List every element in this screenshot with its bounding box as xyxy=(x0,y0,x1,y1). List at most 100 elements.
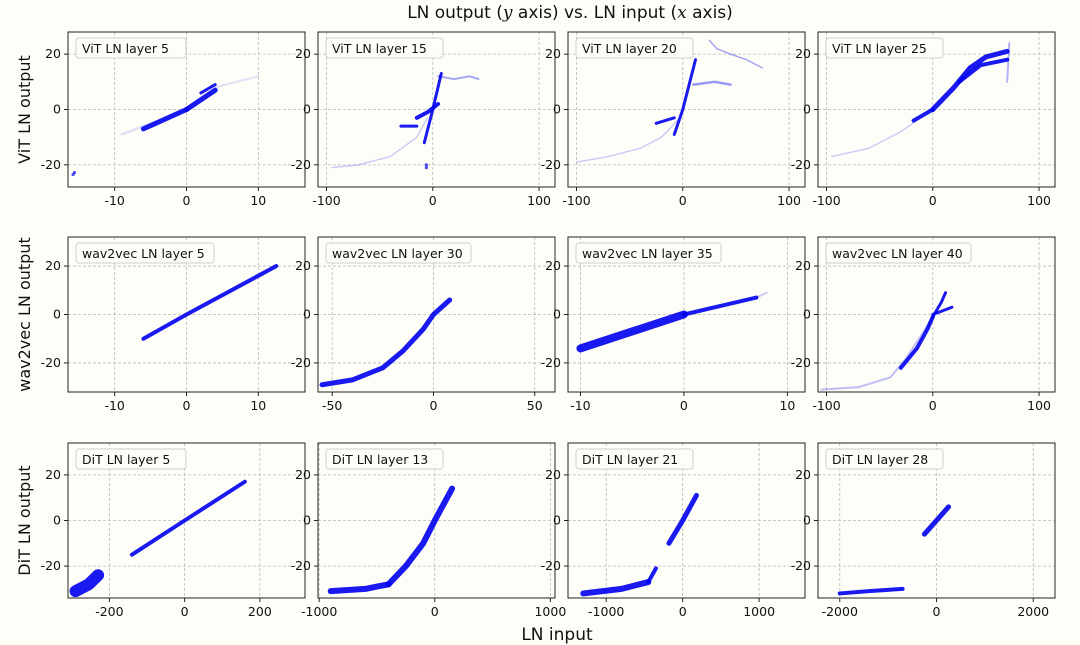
scatter-point xyxy=(72,171,77,175)
x-tick-label: 50 xyxy=(527,398,543,413)
y-tick-label: -20 xyxy=(541,355,561,370)
scatter-cluster-2 xyxy=(666,492,699,546)
y-tick-label: -20 xyxy=(791,558,811,573)
x-tick-label: 100 xyxy=(1027,193,1051,208)
panel-title: DiT LN layer 28 xyxy=(832,452,928,467)
x-tick-label: 0 xyxy=(429,193,437,208)
subplot-vit-0-1: -100 0 100 -20 0 20 ViT LN layer 15 xyxy=(291,31,556,208)
y-tick-label: 0 xyxy=(553,307,561,322)
subplot-vit-0-0: -10 0 10 -20 0 20 ViT LN layer 5 ViT LN output xyxy=(15,31,306,208)
subplot-vit-0-2: -100 0 100 -20 0 20 ViT LN layer 20 xyxy=(541,31,806,208)
y-axis-label: DiT LN output xyxy=(15,465,34,575)
y-tick-label: -20 xyxy=(541,558,561,573)
scatter-cluster-1 xyxy=(898,314,935,370)
y-tick-label: 0 xyxy=(53,102,61,117)
y-tick-label: 20 xyxy=(545,467,561,482)
scatter-points xyxy=(837,504,952,596)
scatter-cluster-1 xyxy=(140,107,189,132)
y-tick-label: -20 xyxy=(291,157,311,172)
y-tick-label: 20 xyxy=(545,258,561,273)
y-tick-label: 0 xyxy=(803,307,811,322)
scatter-points xyxy=(71,75,260,177)
x-tick-label: 10 xyxy=(779,398,795,413)
x-tick-label: 0 xyxy=(431,604,439,619)
y-tick-label: 0 xyxy=(303,102,311,117)
x-tick-label: 100 xyxy=(1027,398,1051,413)
panel-title: ViT LN layer 5 xyxy=(82,41,169,56)
subplot-dit-2-2: -1000 0 1000 -20 0 20 DiT LN layer 21 xyxy=(541,442,806,619)
scatter-cluster-4 xyxy=(414,101,441,120)
y-tick-label: 0 xyxy=(53,513,61,528)
scatter-cluster-0 xyxy=(69,569,105,598)
panel-label-box xyxy=(825,242,972,264)
figure-title: LN output (y axis) vs. LN input (x axis) xyxy=(407,3,733,23)
y-tick-label: 20 xyxy=(45,46,61,61)
subplot-dit-2-3: -2000 0 2000 -20 0 20 DiT LN layer 28 xyxy=(791,442,1056,619)
scatter-cluster-4 xyxy=(692,80,732,86)
y-axis-label: ViT LN output xyxy=(15,55,34,164)
scatter-cluster-2 xyxy=(930,48,1010,112)
x-tick-label: 100 xyxy=(527,193,551,208)
y-tick-label: 20 xyxy=(295,46,311,61)
scatter-cluster-0 xyxy=(580,579,652,597)
y-tick-label: 0 xyxy=(303,513,311,528)
scatter-cluster-0 xyxy=(575,119,679,163)
panel-title: wav2vec LN layer 5 xyxy=(82,246,205,261)
y-tick-label: 20 xyxy=(795,46,811,61)
x-tick-label: -100 xyxy=(312,193,340,208)
y-tick-label: 0 xyxy=(303,307,311,322)
panel-title: ViT LN layer 15 xyxy=(332,41,427,56)
scatter-cluster-1 xyxy=(129,479,247,557)
x-tick-label: -200 xyxy=(95,604,123,619)
scatter-points xyxy=(319,297,453,388)
y-tick-label: 0 xyxy=(803,513,811,528)
scatter-cluster-3 xyxy=(957,57,1010,84)
panel-label-box xyxy=(575,37,694,59)
x-tick-label: 0 xyxy=(183,193,191,208)
panel-label-box xyxy=(575,242,722,264)
panel-label-box xyxy=(825,448,944,470)
y-tick-label: -20 xyxy=(41,355,61,370)
panel-label-box xyxy=(325,242,472,264)
x-tick-label: 1000 xyxy=(534,604,566,619)
panel-title: DiT LN layer 21 xyxy=(582,452,678,467)
scatter-cluster-1 xyxy=(646,566,658,585)
subplot-wav2vec-1-2: -10 0 10 -20 0 20 wav2vec LN layer 35 xyxy=(541,236,806,413)
scatter-cluster-2 xyxy=(437,75,480,81)
x-tick-label: 0 xyxy=(679,604,687,619)
scatter-cluster-2 xyxy=(755,291,768,299)
x-tick-label: 0 xyxy=(679,193,687,208)
x-tick-label: -100 xyxy=(812,398,840,413)
x-tick-label: -10 xyxy=(570,398,590,413)
x-tick-label: 0 xyxy=(181,604,189,619)
x-tick-label: 0 xyxy=(929,398,937,413)
x-tick-label: -10 xyxy=(104,193,124,208)
y-tick-label: -20 xyxy=(41,157,61,172)
x-tick-label: 10 xyxy=(250,193,266,208)
y-tick-label: 20 xyxy=(45,258,61,273)
scatter-cluster-0 xyxy=(331,117,429,169)
x-tick-label: -100 xyxy=(562,193,590,208)
x-tick-label: -1000 xyxy=(301,604,337,619)
x-tick-label: -1000 xyxy=(588,604,624,619)
scatter-cluster-0 xyxy=(319,297,453,388)
panel-label-box xyxy=(325,37,444,59)
scatter-cluster-3 xyxy=(931,305,954,316)
scatter-cluster-3 xyxy=(654,116,676,125)
x-tick-label: -10 xyxy=(104,398,124,413)
x-tick-label: 0 xyxy=(183,398,191,413)
x-tick-label: 1000 xyxy=(743,604,775,619)
panel-title: ViT LN layer 25 xyxy=(832,41,927,56)
scatter-point xyxy=(424,166,429,170)
panel-title: DiT LN layer 13 xyxy=(332,452,428,467)
panel-title: wav2vec LN layer 35 xyxy=(582,246,713,261)
panel-label-box xyxy=(325,448,444,470)
panel-label-box xyxy=(575,448,694,470)
x-axis-label: LN input xyxy=(521,625,593,645)
scatter-points xyxy=(327,485,456,595)
y-tick-label: 20 xyxy=(795,258,811,273)
y-tick-label: -20 xyxy=(791,355,811,370)
